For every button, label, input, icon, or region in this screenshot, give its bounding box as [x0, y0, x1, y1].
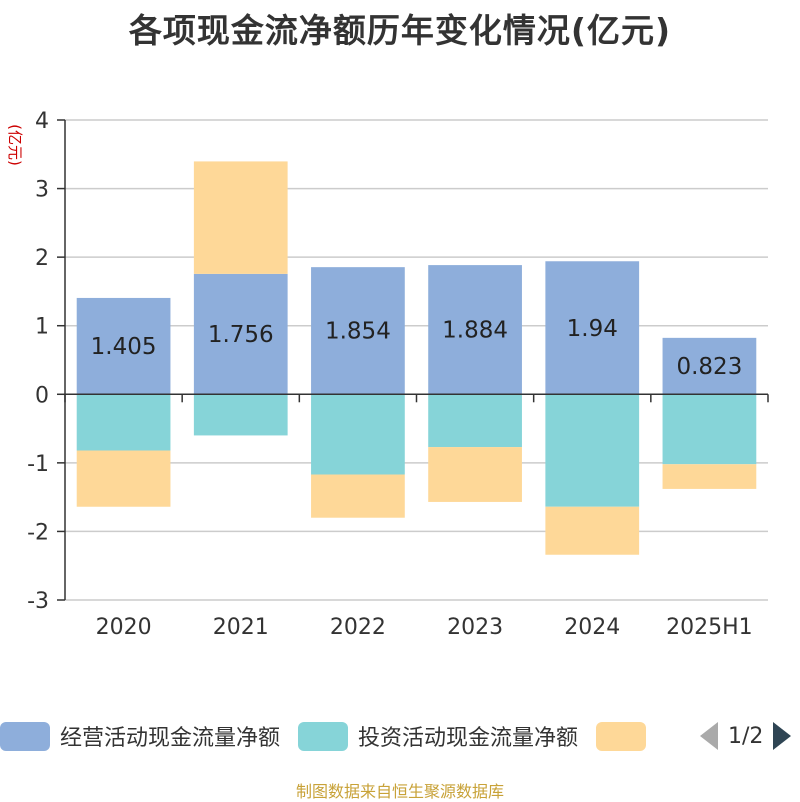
- data-label: 1.405: [91, 334, 157, 360]
- bar-series0-2020[interactable]: [76, 297, 171, 395]
- legend-item-financing[interactable]: [596, 721, 656, 751]
- bar-series2-2024[interactable]: [545, 506, 640, 555]
- bar-series0-2022[interactable]: [311, 267, 405, 395]
- bar-series1-2021[interactable]: [193, 394, 288, 436]
- y-tick-label: -3: [27, 589, 49, 614]
- bar-series1-2025H1[interactable]: [662, 394, 757, 465]
- legend-label-operating: 经营活动现金流量净额: [60, 726, 281, 751]
- x-tick-label: 2024: [564, 615, 620, 640]
- y-axis-label: (亿元): [6, 124, 24, 166]
- legend: 经营活动现金流量净额 投资活动现金流量净额: [0, 716, 674, 756]
- bar-series2-2021[interactable]: [193, 161, 288, 274]
- legend-item-operating[interactable]: 经营活动现金流量净额: [0, 720, 280, 752]
- bar-series0-2021[interactable]: [193, 273, 288, 395]
- x-tick-label: 2023: [447, 615, 503, 640]
- next-page-arrow-icon[interactable]: [773, 722, 792, 750]
- y-tick-label: -1: [27, 452, 49, 477]
- legend-swatch-operating: [0, 721, 50, 751]
- y-tick-label: 0: [35, 383, 49, 408]
- x-tick-label: 2022: [330, 615, 386, 640]
- legend-swatch-financing: [596, 721, 647, 751]
- y-tick-label: 4: [35, 109, 49, 134]
- source-note: 制图数据来自恒生聚源数据库: [295, 782, 504, 801]
- legend-label-investing: 投资活动现金流量净额: [358, 726, 579, 751]
- y-tick-label: 1: [35, 315, 49, 340]
- x-tick-label: 2020: [96, 615, 152, 640]
- x-tick-label: 2025H1: [666, 615, 753, 640]
- data-label: 1.94: [567, 316, 618, 342]
- bar-series0-2025H1[interactable]: [662, 337, 757, 395]
- legend-item-investing[interactable]: 投资活动现金流量净额: [298, 720, 578, 752]
- bar-series1-2022[interactable]: [311, 394, 405, 475]
- data-label: 1.854: [325, 319, 391, 345]
- data-label: 0.823: [676, 354, 742, 380]
- legend-page-indicator: 1/2: [728, 723, 764, 749]
- bar-series1-2020[interactable]: [76, 394, 171, 451]
- data-label: 1.884: [442, 318, 508, 344]
- bar-series2-2022[interactable]: [311, 474, 405, 518]
- bar-chart: 4 3 2 1 0 -1 -2 -3 (亿元) 1.405 2020 1.756 2021 1.854 20…: [6, 109, 769, 640]
- legend-pager: 1/2: [700, 716, 800, 756]
- bar-series0-2024[interactable]: [545, 261, 640, 395]
- chart-title: 各项现金流净额历年变化情况(亿元): [128, 11, 672, 50]
- bar-series2-2023[interactable]: [428, 447, 522, 502]
- x-tick-label: 2021: [213, 615, 269, 640]
- y-tick-label: 3: [35, 178, 49, 203]
- y-tick-label: -2: [27, 520, 49, 545]
- legend-swatch-investing: [298, 721, 349, 751]
- bar-series2-2020[interactable]: [76, 450, 171, 507]
- bar-series0-2023[interactable]: [428, 265, 522, 395]
- prev-page-arrow-icon[interactable]: [700, 722, 718, 750]
- y-tick-label: 2: [35, 246, 49, 271]
- bar-series2-2025H1[interactable]: [662, 464, 757, 489]
- bar-series1-2024[interactable]: [545, 394, 640, 507]
- data-label: 1.756: [208, 322, 274, 348]
- bar-series1-2023[interactable]: [428, 394, 522, 448]
